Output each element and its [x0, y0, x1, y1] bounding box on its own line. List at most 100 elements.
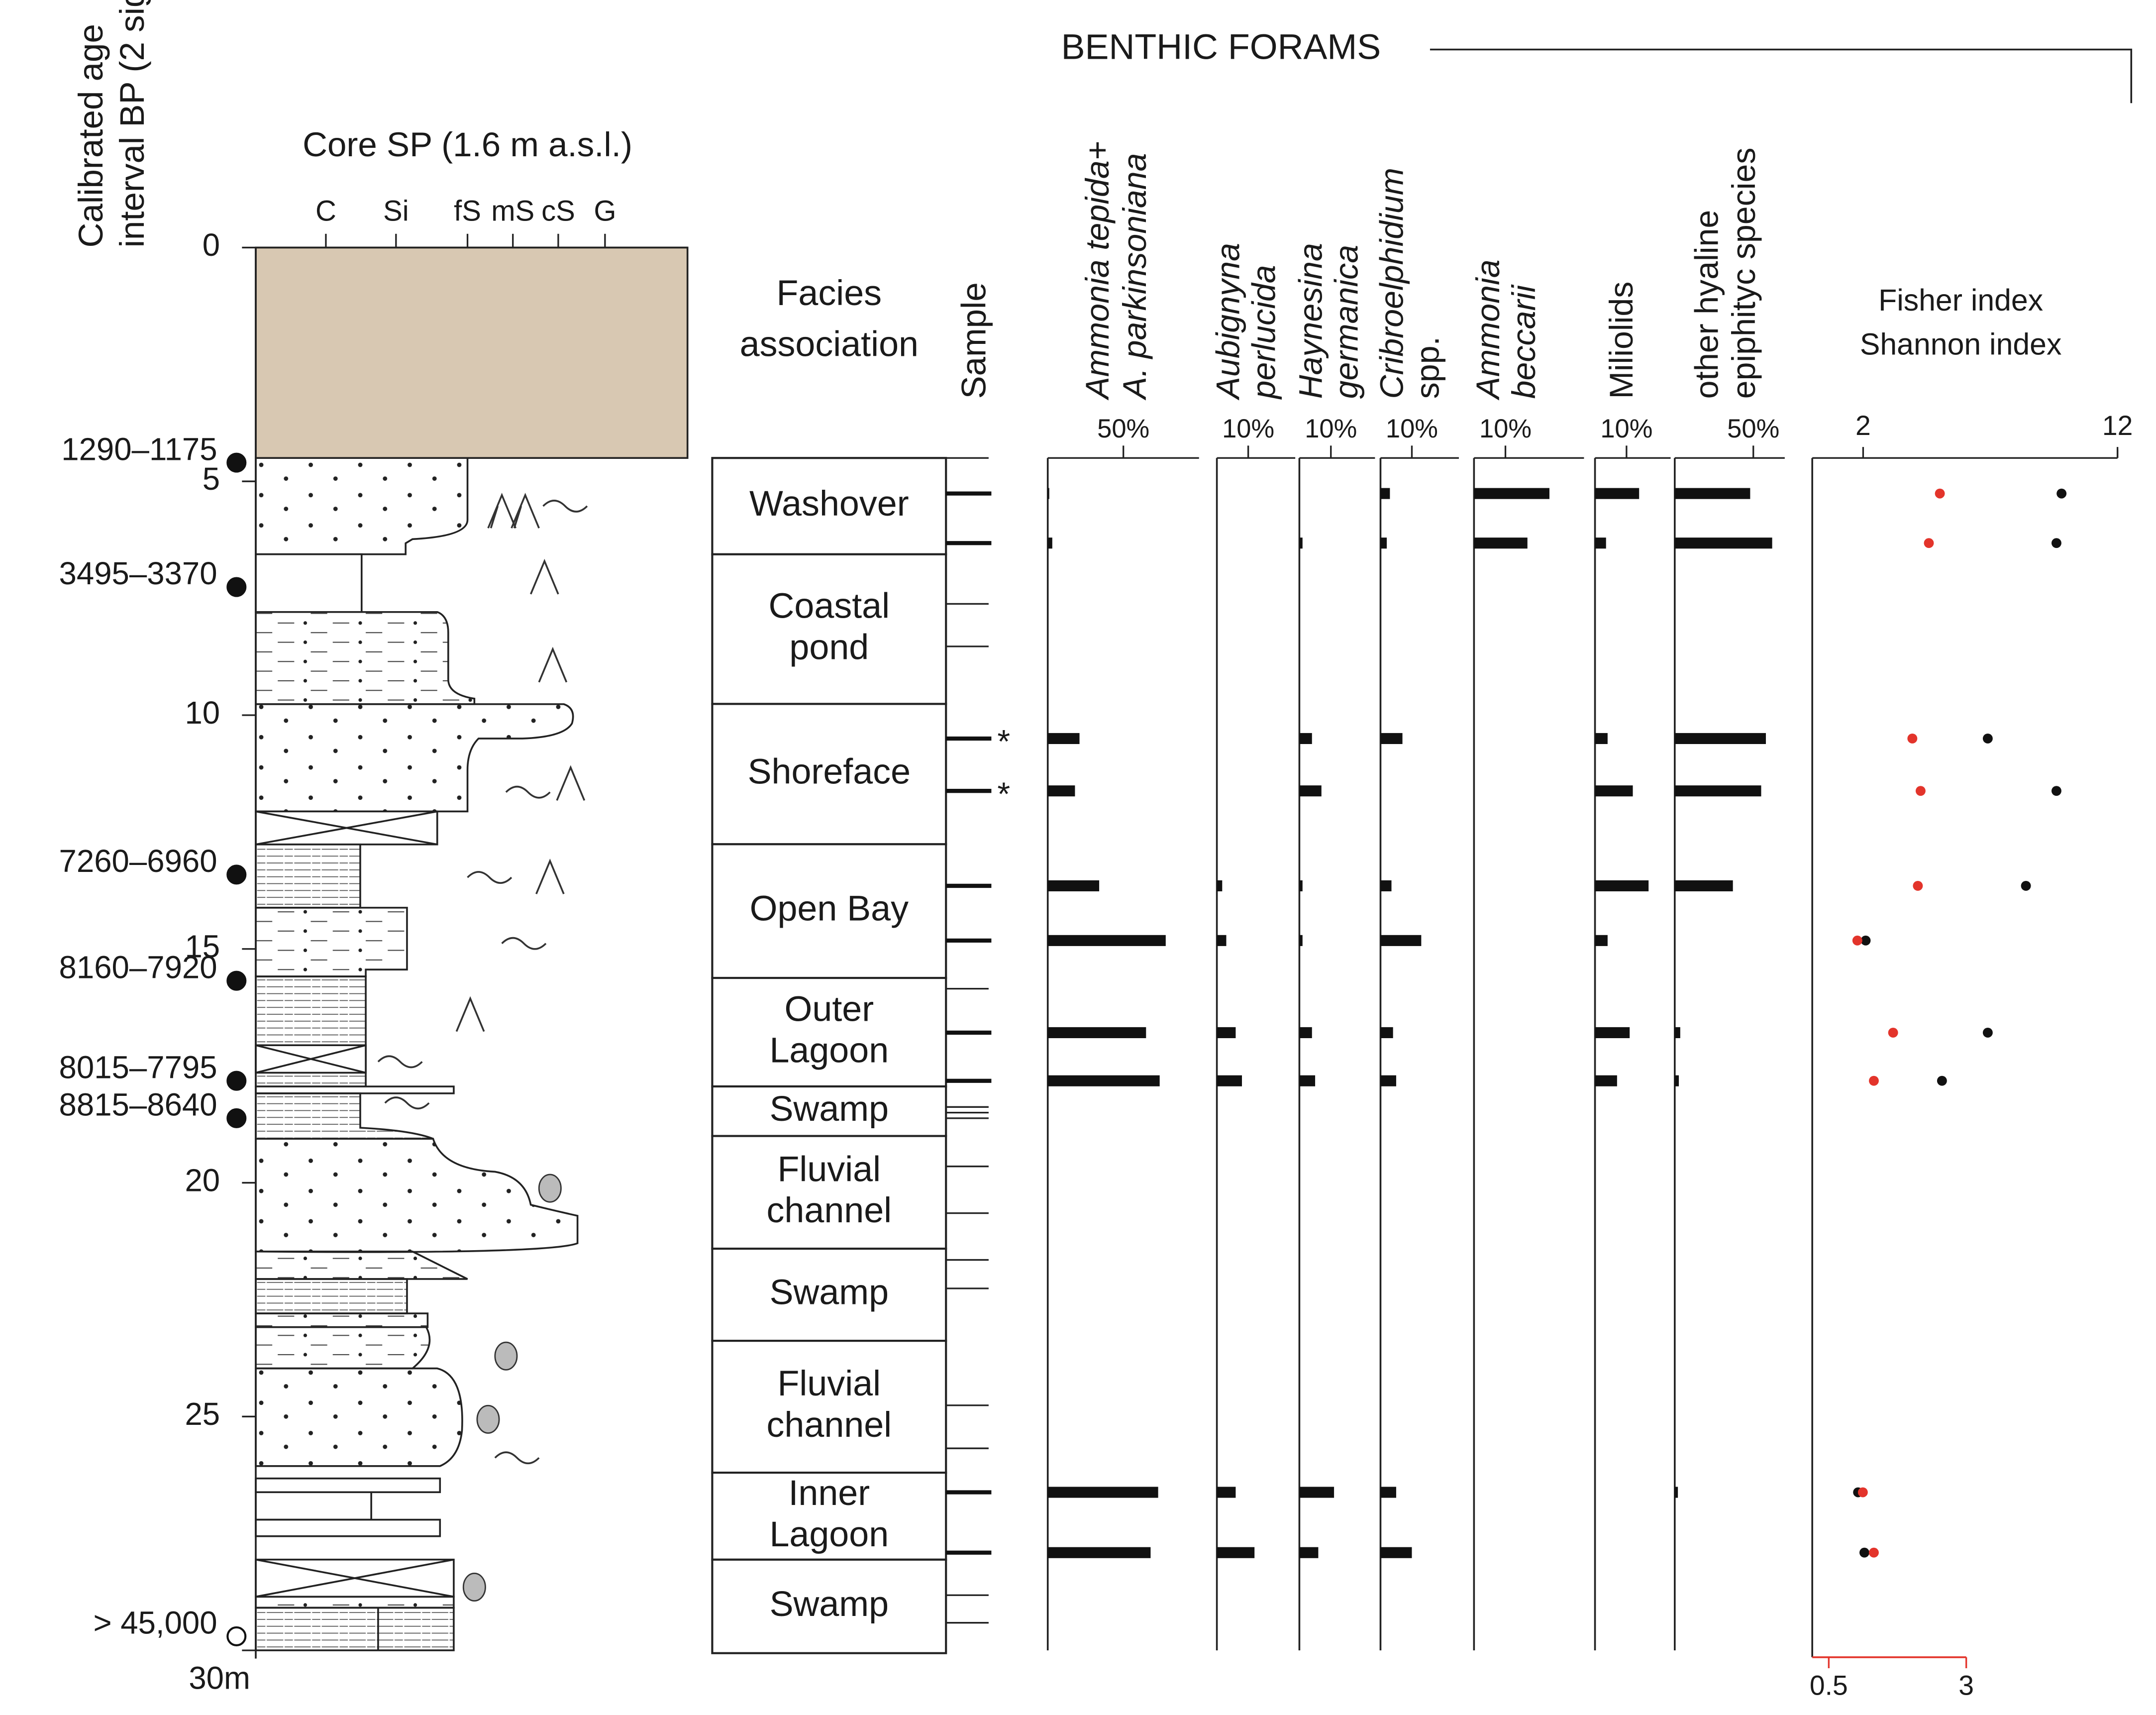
abundance-bar [1047, 785, 1075, 797]
abundance-bar [1047, 1487, 1158, 1498]
abundance-bar [1595, 1075, 1617, 1086]
facies-label: channel [767, 1405, 892, 1445]
abundance-bar [1047, 537, 1052, 549]
scale-label: 50% [1727, 414, 1779, 443]
abundance-bar [1595, 935, 1608, 946]
abundance-bar [1047, 1027, 1146, 1038]
taxon-name: beccarii [1506, 284, 1542, 399]
abundance-bar [1299, 880, 1303, 891]
taxon-name: A. parkinsoniana [1117, 153, 1153, 401]
facies-label: Shoreface [748, 751, 911, 791]
fisher-point [2021, 880, 2031, 891]
abundance-bar [1595, 880, 1649, 891]
scale-label: 10% [1479, 414, 1532, 443]
date-label: > 45,000 [93, 1606, 217, 1641]
fisher-point [1982, 1027, 1993, 1038]
shannon-point [1869, 1547, 1879, 1558]
abundance-bar [1299, 1487, 1335, 1498]
depth-tick-label: 5 [203, 461, 220, 497]
date-label: 7260–6960 [59, 844, 217, 879]
fisher-point [2051, 538, 2061, 548]
abundance-bar [1674, 537, 1772, 549]
abundance-bar [1474, 488, 1549, 499]
facies-box [711, 703, 947, 846]
silt-bed [255, 1250, 468, 1280]
abundance-bar [1217, 1547, 1255, 1558]
facies-box [711, 553, 947, 705]
fisher-tick-label: 12 [2102, 410, 2133, 441]
scale-label: 10% [1305, 414, 1357, 443]
abundance-bar [1299, 1027, 1312, 1038]
abundance-bar [1380, 935, 1422, 946]
abundance-bar [1595, 1027, 1630, 1038]
gap [255, 1558, 455, 1598]
abundance-bar [1595, 537, 1606, 549]
shannon-point [1913, 880, 1923, 891]
facies-label: pond [789, 628, 869, 667]
silt-bed [255, 1326, 431, 1370]
shannon-point [1869, 1075, 1879, 1086]
mud-bed [255, 553, 363, 613]
shannon-point [1857, 1487, 1868, 1498]
abundance-bar [1674, 1487, 1678, 1498]
abundance-bar [1595, 488, 1640, 499]
facies-box [711, 457, 947, 555]
facies-label: Open Bay [750, 889, 909, 929]
clay-bed [255, 1278, 408, 1314]
abundance-bar [1380, 537, 1387, 549]
depth-tick-label: 30m [189, 1661, 250, 1696]
facies-box [711, 1135, 947, 1250]
facies-header: association [740, 324, 919, 364]
facies-label: Coastal [769, 586, 890, 626]
abundance-bar [1299, 1547, 1319, 1558]
abundance-bar [1595, 733, 1608, 745]
date-label: 8815–8640 [59, 1087, 217, 1123]
scale-label: 10% [1222, 414, 1274, 443]
facies-label: Swamp [770, 1089, 889, 1129]
abundance-bar [1299, 733, 1312, 745]
date-marker [226, 970, 247, 991]
date-marker [226, 1626, 247, 1646]
abundance-bar [1380, 1075, 1396, 1086]
facies-box [711, 1247, 947, 1342]
grain-size-label: C [315, 195, 336, 227]
abundance-bar [1217, 935, 1227, 946]
abundance-bar [1217, 1075, 1242, 1086]
date-marker [226, 577, 247, 597]
date-marker [226, 1108, 247, 1128]
date-label: 8015–7795 [59, 1050, 217, 1085]
depth-tick-label: 25 [185, 1396, 220, 1432]
clay-bed [255, 843, 361, 909]
peat-bed [255, 1092, 434, 1140]
grain-size-label: fS [454, 195, 481, 227]
taxon-name: perlucida [1246, 265, 1283, 400]
taxon-name: other hyaline [1688, 210, 1725, 399]
abundance-bar [1380, 880, 1392, 891]
depth-tick-label: 15 [185, 929, 220, 965]
shannon-point [1915, 786, 1926, 796]
taxon-name: Ammonia [1470, 259, 1507, 401]
abundance-bar [1380, 488, 1390, 499]
facies-label: Fluvial [778, 1149, 881, 1189]
gap [255, 1044, 367, 1074]
facies-label: Lagoon [769, 1030, 889, 1070]
abundance-bar [1674, 488, 1750, 499]
abundance-bar [1217, 1027, 1236, 1038]
shannon-point [1935, 488, 1945, 499]
date-marker [226, 864, 247, 885]
shannon-point [1888, 1027, 1898, 1038]
date-label: 8160–7920 [59, 950, 217, 985]
abundance-bar [1299, 537, 1303, 549]
taxon-name: Ammonia tepida+ [1079, 141, 1116, 401]
sand-bed [255, 457, 469, 555]
sand-bed [255, 703, 574, 813]
facies-label: Inner [788, 1473, 870, 1513]
shannon-tick-label: 0.5 [1810, 1670, 1848, 1701]
facies-label: Lagoon [769, 1514, 889, 1554]
facies-label: Washover [749, 484, 909, 524]
scale-label: 10% [1600, 414, 1652, 443]
abundance-bar [1674, 733, 1766, 745]
taxon-name: Aubignyna [1210, 243, 1247, 401]
abundance-bar [1674, 1075, 1679, 1086]
